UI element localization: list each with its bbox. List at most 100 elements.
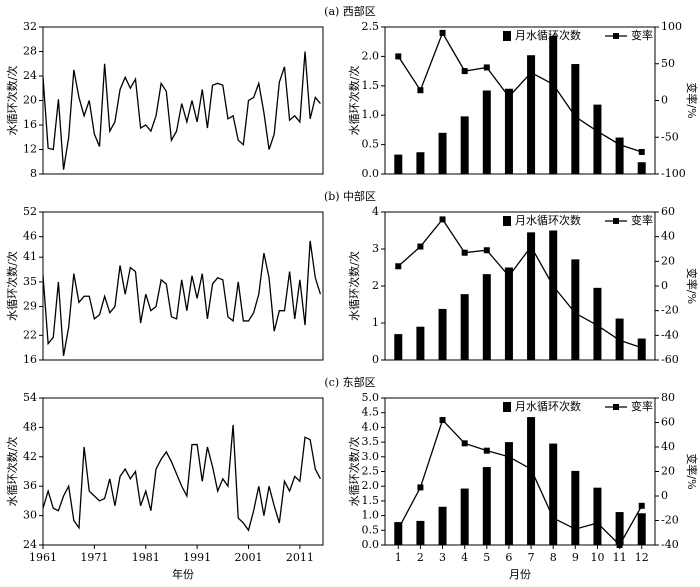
y2-tick-label: 100 bbox=[661, 20, 682, 33]
y-tick-label: 52 bbox=[23, 205, 37, 218]
data-line bbox=[397, 31, 642, 153]
y-axis-label: 水循环次数/次 bbox=[347, 437, 361, 507]
x-tick-label: 1991 bbox=[183, 551, 211, 564]
line-marker bbox=[638, 344, 645, 351]
y-tick-label: 16 bbox=[23, 118, 37, 131]
line-marker bbox=[572, 310, 579, 317]
line-marker bbox=[439, 417, 446, 424]
y-axis-label: 水循环次数/次 bbox=[5, 66, 19, 136]
bar bbox=[460, 116, 469, 174]
line-marker bbox=[594, 519, 601, 526]
line-marker bbox=[550, 283, 557, 289]
line-marker bbox=[417, 484, 424, 491]
y2-tick-label: 0 bbox=[661, 94, 668, 107]
line-marker bbox=[528, 243, 535, 250]
y-tick-label: 2.5 bbox=[362, 20, 380, 33]
line-marker bbox=[439, 29, 446, 36]
x-tick-label: 1961 bbox=[29, 551, 57, 564]
plot-frame bbox=[42, 397, 324, 546]
x-tick-label: 2001 bbox=[235, 551, 263, 564]
x-tick-label: 12 bbox=[635, 551, 649, 564]
bar bbox=[416, 326, 425, 360]
y-tick-label: 22 bbox=[23, 328, 37, 341]
y-tick-label: 0.0 bbox=[362, 538, 380, 551]
line-marker bbox=[483, 64, 490, 71]
x-tick-label: 1 bbox=[395, 551, 402, 564]
legend-label: 变率 bbox=[631, 213, 653, 227]
x-tick-label: 11 bbox=[613, 551, 627, 564]
y-tick-label: 42 bbox=[23, 450, 37, 463]
x-tick-label: 8 bbox=[550, 551, 557, 564]
line-marker bbox=[505, 273, 512, 280]
bar bbox=[615, 512, 624, 545]
y2-tick-label: -100 bbox=[661, 167, 686, 180]
y-tick-label: 46 bbox=[23, 230, 37, 243]
line-marker bbox=[395, 526, 402, 533]
x-tick-label: 2 bbox=[417, 551, 424, 564]
y-tick-label: 5.0 bbox=[362, 391, 380, 404]
data-line bbox=[42, 240, 322, 357]
bar bbox=[593, 487, 602, 545]
plot-frame bbox=[42, 211, 324, 361]
y-tick-label: 0.0 bbox=[362, 167, 380, 180]
y-tick-label: 1.5 bbox=[362, 79, 380, 92]
y-tick-label: 30 bbox=[23, 509, 37, 522]
y-tick-label: 54 bbox=[23, 391, 37, 404]
bar bbox=[527, 417, 536, 545]
y-tick-label: 3.5 bbox=[362, 435, 380, 448]
y2-tick-label: 60 bbox=[661, 205, 675, 218]
y-tick-label: 20 bbox=[23, 94, 37, 107]
x-tick-label: 9 bbox=[572, 551, 579, 564]
bar bbox=[571, 259, 580, 360]
line-marker bbox=[550, 515, 557, 522]
bar bbox=[416, 520, 425, 545]
bar bbox=[527, 232, 536, 360]
y-tick-label: 2 bbox=[372, 279, 379, 292]
y-tick-label: 4 bbox=[372, 205, 379, 218]
bar bbox=[571, 470, 580, 545]
x-tick-label: 5 bbox=[483, 551, 490, 564]
line-marker bbox=[616, 141, 623, 148]
y-tick-label: 24 bbox=[23, 69, 37, 82]
plot-frame bbox=[384, 26, 656, 175]
x-tick-label: 2011 bbox=[286, 551, 314, 564]
y-tick-label: 36 bbox=[23, 479, 37, 492]
y2-tick-label: 0 bbox=[661, 489, 668, 502]
x-axis-label: 年份 bbox=[172, 567, 194, 581]
data-line bbox=[42, 51, 321, 170]
panel-title: (b) 中部区 bbox=[324, 189, 376, 203]
y-tick-label: 0.5 bbox=[362, 523, 380, 536]
y-tick-label: 2.0 bbox=[362, 479, 380, 492]
line-marker bbox=[417, 87, 424, 94]
x-tick-label: 1971 bbox=[80, 551, 108, 564]
x-axis-label: 月份 bbox=[509, 568, 531, 581]
y2-tick-label: 0 bbox=[661, 279, 668, 292]
bar bbox=[394, 334, 403, 360]
line-marker bbox=[572, 526, 579, 533]
line-marker bbox=[395, 263, 402, 270]
bar bbox=[416, 152, 425, 174]
y2-tick-label: 20 bbox=[661, 465, 675, 478]
bar bbox=[637, 162, 646, 174]
y-tick-label: 16 bbox=[23, 353, 37, 366]
y-tick-label: 28 bbox=[23, 45, 37, 58]
data-line bbox=[42, 424, 322, 532]
line-marker bbox=[461, 440, 468, 447]
y-tick-label: 29 bbox=[23, 300, 37, 313]
y-tick-label: 0.5 bbox=[362, 138, 380, 151]
y2-tick-label: 40 bbox=[661, 230, 675, 243]
legend-swatch-marker bbox=[613, 33, 619, 39]
y2-tick-label: -20 bbox=[661, 304, 679, 317]
y2-tick-label: 60 bbox=[661, 416, 675, 429]
x-tick-label: 6 bbox=[505, 551, 512, 564]
line-marker bbox=[417, 243, 424, 250]
y2-axis-label: 变率/% bbox=[685, 268, 699, 304]
bar bbox=[460, 488, 469, 545]
legend-label: 变率 bbox=[631, 28, 653, 42]
line-marker bbox=[395, 53, 402, 60]
y-tick-label: 2.0 bbox=[362, 49, 380, 62]
plot-frame bbox=[42, 26, 324, 175]
y-tick-label: 24 bbox=[23, 538, 37, 551]
y2-tick-label: 50 bbox=[661, 57, 675, 70]
bar bbox=[504, 267, 513, 360]
